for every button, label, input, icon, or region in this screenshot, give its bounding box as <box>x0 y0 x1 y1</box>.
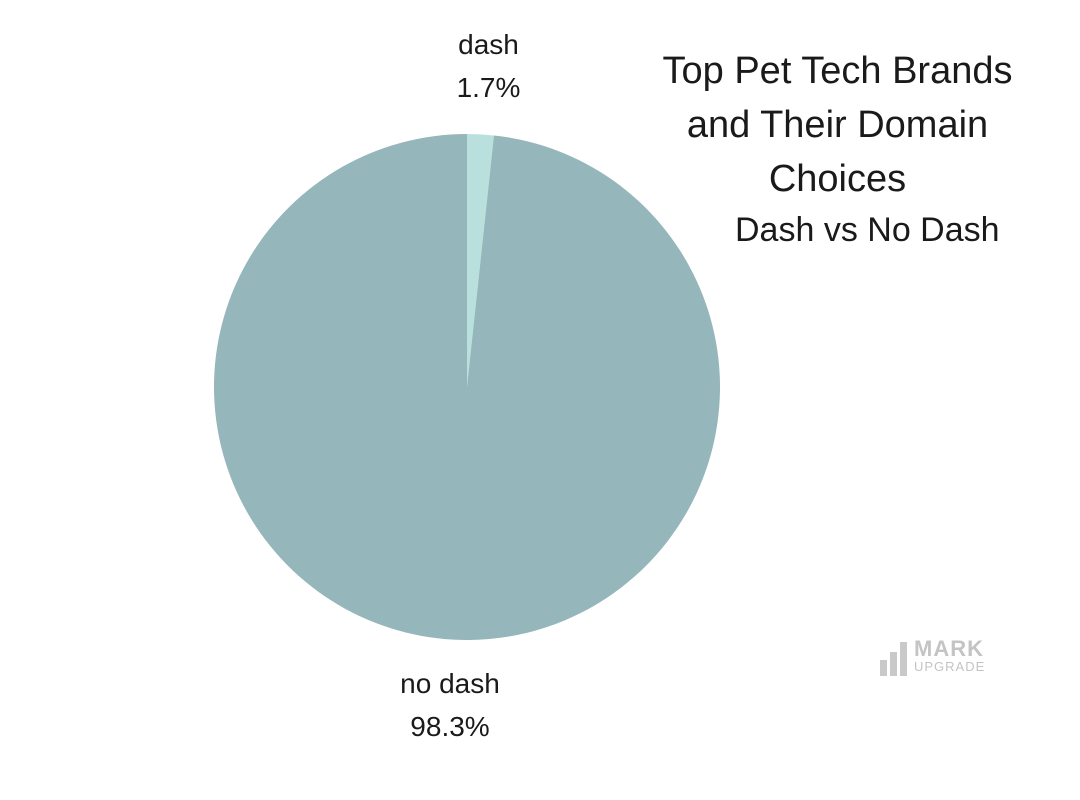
bar-chart-icon <box>878 638 912 676</box>
pie-slices <box>214 134 721 641</box>
slice-value-dash: 1.7% <box>457 72 521 103</box>
chart-title-line-1: Top Pet Tech Brands <box>662 50 1013 92</box>
chart-title-line-2: and Their Domain <box>686 104 989 146</box>
chart-title: Top Pet Tech Brands and Their Domain Cho… <box>640 44 1035 206</box>
slice-label-no-dash: no dash <box>400 668 500 699</box>
slice-labels: dash 1.7% no dash 98.3% <box>400 29 520 742</box>
chart-title-line-3: Choices <box>768 158 907 200</box>
logo-wordmark: MARK UPGRADE <box>914 638 985 674</box>
pie-slice-no-dash <box>214 134 721 641</box>
logo-line-2: UPGRADE <box>914 659 986 674</box>
slice-value-no-dash: 98.3% <box>410 711 489 742</box>
logo-line-1: MARK <box>914 636 984 661</box>
slice-label-dash: dash <box>458 29 519 60</box>
pie-slice-dash <box>467 134 494 387</box>
brand-logo: MARK UPGRADE <box>878 638 1002 678</box>
chart-subtitle: Dash vs No Dash <box>735 211 1000 249</box>
